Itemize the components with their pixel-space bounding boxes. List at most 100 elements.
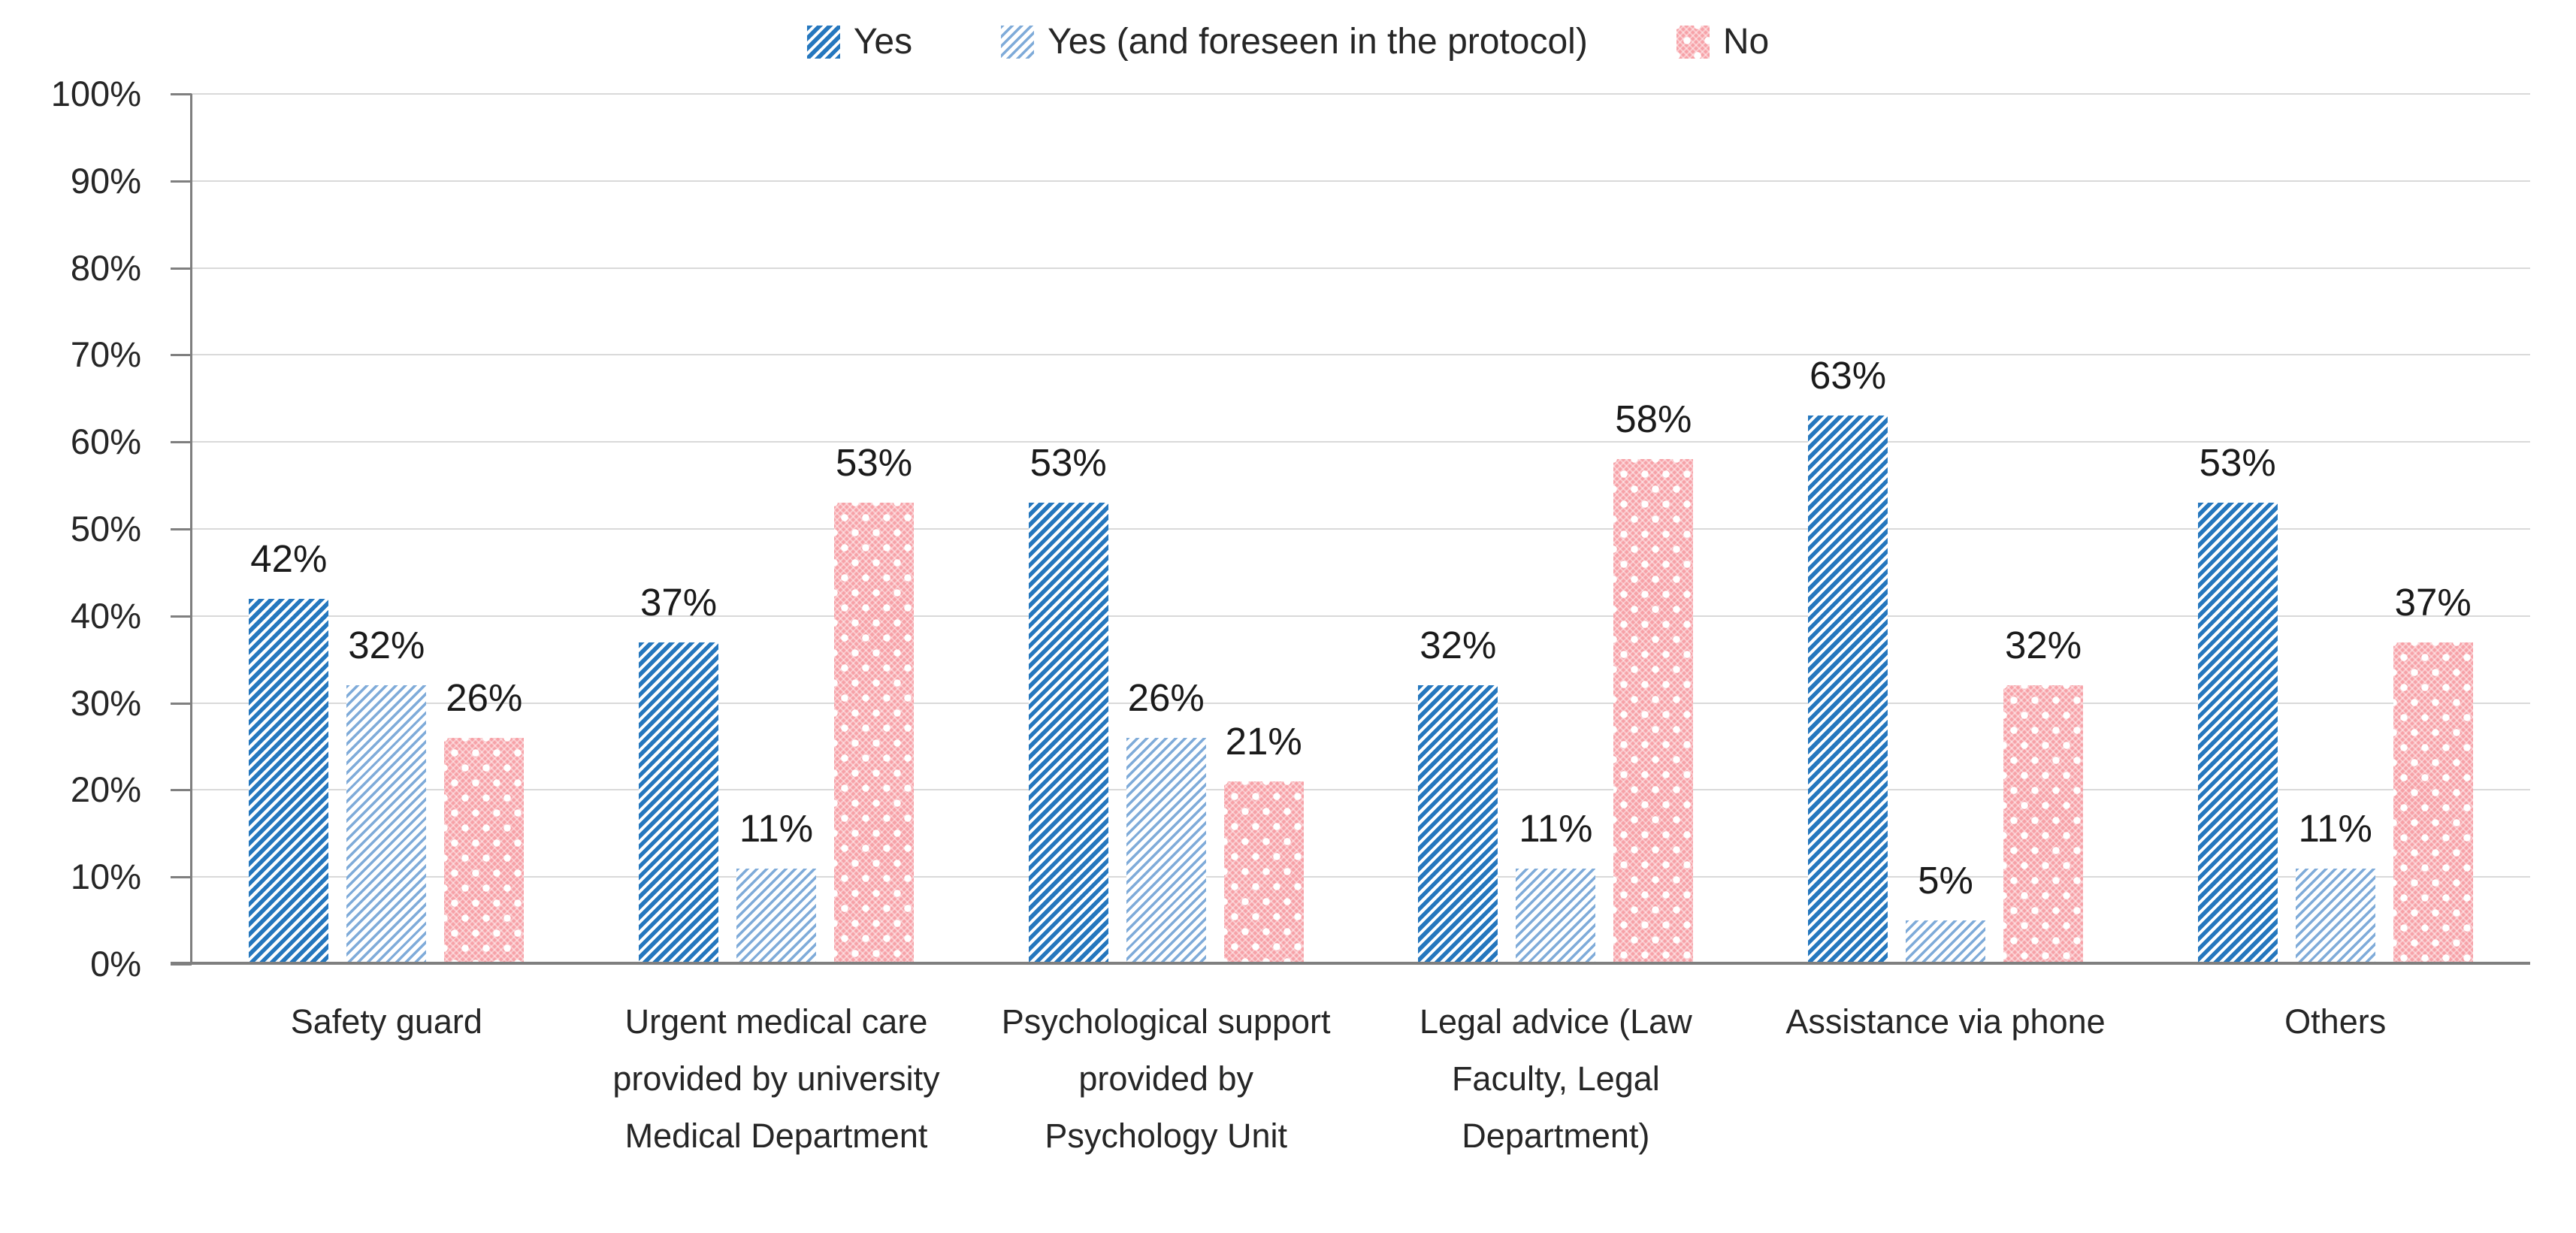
gridline-20% bbox=[192, 789, 2530, 791]
bar-data-label: 11% bbox=[739, 806, 814, 850]
bar-wrap: 32% bbox=[346, 624, 427, 964]
bar-wrap: 32% bbox=[1418, 624, 1498, 964]
bar-diagonal-stripe-bold-icon bbox=[639, 642, 718, 964]
bar-data-label: 63% bbox=[1809, 354, 1887, 397]
chart-legend: Yes Yes (and foreseen in the protocol) No bbox=[0, 21, 2576, 62]
bar-data-label: 37% bbox=[2394, 580, 2472, 624]
y-tick-label: 90% bbox=[70, 160, 141, 201]
bar-dot-lattice-icon bbox=[834, 503, 914, 964]
bar-data-label: 11% bbox=[1519, 806, 1593, 850]
bar-diagonal-stripe-thin-icon bbox=[346, 685, 427, 964]
y-tick-70% bbox=[171, 354, 192, 357]
y-tick-10% bbox=[171, 876, 192, 879]
bar-wrap: 11% bbox=[2295, 807, 2375, 964]
bar-group-6: 53% 11% 37% bbox=[2140, 94, 2530, 964]
bar-data-label: 11% bbox=[2298, 806, 2372, 850]
bar-data-label: 42% bbox=[250, 536, 328, 580]
bar-wrap: 63% bbox=[1808, 354, 1888, 964]
bar-group-5: 63% 5% 32% bbox=[1751, 94, 2141, 964]
legend-item-3: No bbox=[1676, 21, 1770, 62]
bar-wrap: 53% bbox=[1028, 441, 1108, 964]
y-tick-label: 80% bbox=[70, 247, 141, 288]
bar-data-label: 26% bbox=[446, 675, 523, 719]
bar-data-label: 26% bbox=[1127, 675, 1205, 719]
y-tick-30% bbox=[171, 702, 192, 705]
gridline-30% bbox=[192, 702, 2530, 704]
bar-dot-lattice-icon bbox=[2003, 685, 2084, 964]
bar-wrap: 42% bbox=[249, 537, 329, 964]
bar-diagonal-stripe-bold-icon bbox=[1028, 503, 1108, 964]
category-label: Psychological support provided by Psycho… bbox=[1001, 1002, 1331, 1155]
bar-wrap: 58% bbox=[1613, 397, 1694, 964]
x-axis-line bbox=[171, 962, 2530, 965]
bar-data-label: 37% bbox=[639, 580, 718, 624]
bar-group-2: 37% 11% 53% bbox=[582, 94, 972, 964]
bar-data-label: 53% bbox=[2199, 441, 2276, 485]
dot-lattice-icon bbox=[1676, 25, 1710, 59]
legend-label: Yes bbox=[853, 22, 913, 62]
bar-diagonal-stripe-thin-icon bbox=[1516, 868, 1596, 964]
y-tick-label: 0% bbox=[90, 944, 141, 984]
bar-dot-lattice-icon bbox=[2393, 642, 2473, 964]
y-tick-label: 60% bbox=[70, 422, 141, 462]
bar-dot-lattice-icon bbox=[1613, 459, 1694, 964]
y-tick-label: 20% bbox=[70, 769, 141, 810]
y-tick-label: 10% bbox=[70, 857, 141, 897]
category-axis-labels: Safety guard Urgent medical care provided… bbox=[192, 993, 2530, 1165]
category-label: Urgent medical care provided by universi… bbox=[612, 1002, 940, 1155]
bar-diagonal-stripe-bold-icon bbox=[249, 598, 329, 964]
category-label: Assistance via phone bbox=[1785, 1002, 2106, 1041]
bar-wrap: 37% bbox=[2393, 581, 2473, 964]
legend-label: Yes (and foreseen in the protocol) bbox=[1048, 22, 1588, 62]
gridline-100% bbox=[192, 93, 2530, 95]
bar-wrap: 53% bbox=[2197, 441, 2278, 964]
bar-wrap: 53% bbox=[834, 441, 914, 964]
bar-data-label: 32% bbox=[2004, 624, 2082, 667]
y-tick-90% bbox=[171, 180, 192, 183]
gridline-50% bbox=[192, 528, 2530, 530]
bar-data-label: 5% bbox=[1918, 859, 1973, 902]
bar-wrap: 32% bbox=[2003, 624, 2084, 964]
bar-data-label: 58% bbox=[1615, 397, 1692, 441]
bar-group-3: 53% 26% 21% bbox=[971, 94, 1361, 964]
legend-label: No bbox=[1722, 22, 1770, 62]
y-tick-label: 30% bbox=[70, 682, 141, 723]
gridline-40% bbox=[192, 615, 2530, 617]
plot-area: 0% 10% 20% 30% 40% 50% 60% 70% 80% 90% 100% 42% 32%… bbox=[51, 74, 2530, 984]
bar-diagonal-stripe-thin-icon bbox=[2295, 868, 2375, 964]
legend-item-2: Yes (and foreseen in the protocol) bbox=[1001, 21, 1588, 62]
bar-diagonal-stripe-bold-icon bbox=[1418, 685, 1498, 964]
bar-wrap: 11% bbox=[1516, 807, 1596, 964]
legend-item-1: Yes bbox=[806, 21, 913, 62]
bar-wrap: 21% bbox=[1223, 720, 1304, 964]
bar-data-label: 32% bbox=[348, 624, 425, 667]
y-tick-50% bbox=[171, 528, 192, 530]
bar-wrap: 26% bbox=[444, 676, 525, 964]
gridline-90% bbox=[192, 180, 2530, 182]
diagonal-stripe-thin-icon bbox=[1001, 25, 1035, 59]
bar-wrap: 26% bbox=[1126, 676, 1206, 964]
bar-diagonal-stripe-thin-icon bbox=[1126, 737, 1206, 964]
category-label: Others bbox=[2284, 1002, 2387, 1041]
bar-group-4: 32% 11% 58% bbox=[1361, 94, 1751, 964]
bar-data-label: 32% bbox=[1420, 624, 1497, 667]
bar-wrap: 5% bbox=[1906, 859, 1986, 964]
y-tick-label: 70% bbox=[70, 334, 141, 375]
y-tick-label: 100% bbox=[50, 74, 141, 113]
bar-diagonal-stripe-bold-icon bbox=[1808, 416, 1888, 964]
y-tick-100% bbox=[171, 93, 192, 95]
y-tick-40% bbox=[171, 615, 192, 618]
gridline-60% bbox=[192, 441, 2530, 443]
bar-data-label: 53% bbox=[835, 441, 913, 485]
y-tick-80% bbox=[171, 267, 192, 270]
bar-diagonal-stripe-bold-icon bbox=[2197, 503, 2278, 964]
category-label: Safety guard bbox=[290, 1002, 482, 1041]
category-label: Legal advice (Law Faculty, Legal Departm… bbox=[1419, 1002, 1692, 1155]
bar-diagonal-stripe-thin-icon bbox=[736, 868, 816, 964]
diagonal-stripe-bold-icon bbox=[806, 25, 840, 59]
bar-data-label: 53% bbox=[1029, 441, 1107, 485]
bar-dot-lattice-icon bbox=[1223, 781, 1304, 964]
bar-data-label: 21% bbox=[1225, 719, 1302, 763]
bar-group-1: 42% 32% 26% bbox=[192, 94, 582, 964]
